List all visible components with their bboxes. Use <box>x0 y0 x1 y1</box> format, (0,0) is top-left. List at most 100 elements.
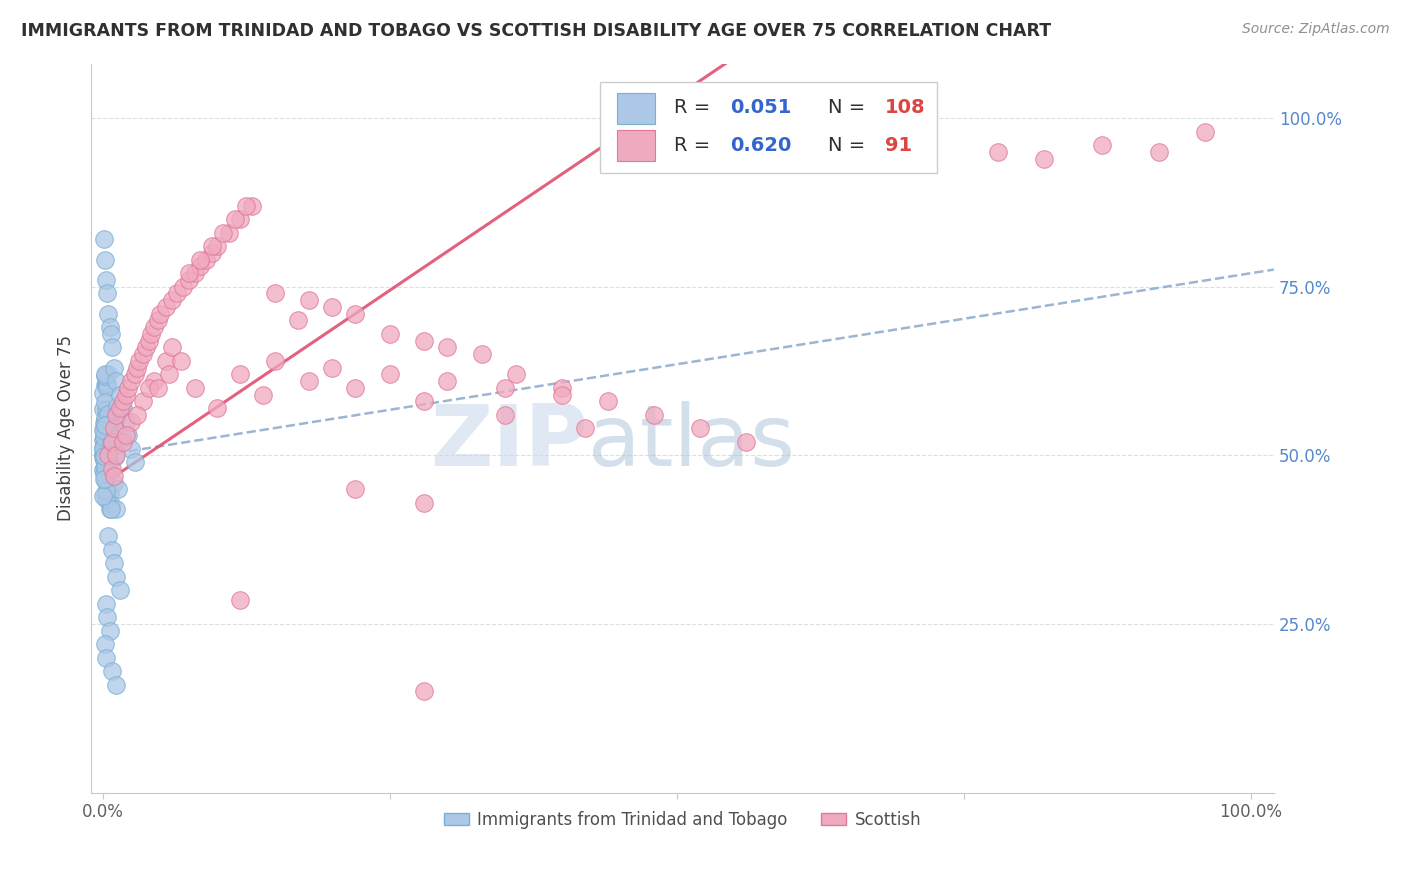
Point <box>93 461 115 475</box>
Point <box>138 381 160 395</box>
Text: N =: N = <box>828 97 872 117</box>
Point <box>101 664 124 678</box>
Point <box>91 489 114 503</box>
Point <box>94 426 117 441</box>
Point <box>114 428 136 442</box>
Point <box>94 377 117 392</box>
Point <box>551 387 574 401</box>
Point <box>93 422 115 436</box>
Point <box>93 467 115 481</box>
Point <box>93 232 115 246</box>
Point <box>177 266 200 280</box>
Point <box>97 450 120 464</box>
Point <box>97 307 120 321</box>
Point <box>413 394 436 409</box>
Point <box>505 368 527 382</box>
Point <box>93 453 115 467</box>
Point <box>149 307 172 321</box>
Point <box>321 300 343 314</box>
Point <box>93 421 115 435</box>
Point <box>235 199 257 213</box>
Text: R =: R = <box>675 136 717 155</box>
Point <box>127 360 149 375</box>
Point <box>494 408 516 422</box>
Point <box>93 452 115 467</box>
Point <box>96 376 118 391</box>
Point <box>94 377 117 392</box>
Point <box>124 455 146 469</box>
Point <box>108 583 131 598</box>
Point <box>94 637 117 651</box>
Point <box>97 407 120 421</box>
Point <box>135 340 157 354</box>
Point <box>93 471 115 485</box>
Point <box>344 381 367 395</box>
Point <box>112 394 135 409</box>
Point <box>94 252 117 267</box>
Point <box>100 497 122 511</box>
Point <box>1194 124 1216 138</box>
Point <box>93 437 115 451</box>
Point <box>471 347 494 361</box>
Point <box>132 394 155 409</box>
Point <box>91 402 114 417</box>
Point <box>1091 138 1114 153</box>
Point <box>91 447 114 461</box>
Point <box>103 468 125 483</box>
Point <box>91 442 114 456</box>
Point <box>114 415 136 429</box>
Point <box>93 450 115 464</box>
Point <box>96 380 118 394</box>
Point <box>195 252 218 267</box>
Point <box>94 473 117 487</box>
Point <box>596 394 619 409</box>
Point <box>1033 152 1056 166</box>
Point <box>91 423 114 437</box>
Point <box>94 368 117 382</box>
Point <box>240 199 263 213</box>
Point <box>93 432 115 446</box>
Point <box>229 593 252 607</box>
Point <box>97 459 120 474</box>
Point <box>96 459 118 474</box>
Point <box>94 423 117 437</box>
Point <box>91 442 114 456</box>
Point <box>100 434 122 449</box>
Point <box>96 380 118 394</box>
Point <box>105 374 128 388</box>
Text: 0.051: 0.051 <box>730 97 792 117</box>
Point <box>207 239 229 253</box>
Point <box>218 226 240 240</box>
Point <box>551 381 574 395</box>
Point <box>344 307 367 321</box>
Point <box>96 410 118 425</box>
Point <box>413 334 436 348</box>
Point <box>94 403 117 417</box>
Point <box>94 597 117 611</box>
Point <box>157 368 180 382</box>
Text: R =: R = <box>675 97 717 117</box>
Point <box>94 473 117 487</box>
Point <box>101 542 124 557</box>
Point <box>94 411 117 425</box>
Point <box>172 279 194 293</box>
Point <box>98 486 121 500</box>
Point <box>146 381 169 395</box>
Point <box>212 226 235 240</box>
Point <box>139 326 162 341</box>
Point <box>120 374 142 388</box>
Point <box>229 368 252 382</box>
Point <box>105 678 128 692</box>
Point <box>94 466 117 480</box>
Text: 108: 108 <box>884 97 925 117</box>
Point <box>97 424 120 438</box>
Point <box>107 482 129 496</box>
Point <box>344 482 367 496</box>
Point <box>298 293 321 308</box>
Point <box>105 411 128 425</box>
Point <box>143 320 166 334</box>
Point <box>128 354 150 368</box>
Point <box>98 502 121 516</box>
Point <box>108 434 131 448</box>
Point <box>689 421 711 435</box>
